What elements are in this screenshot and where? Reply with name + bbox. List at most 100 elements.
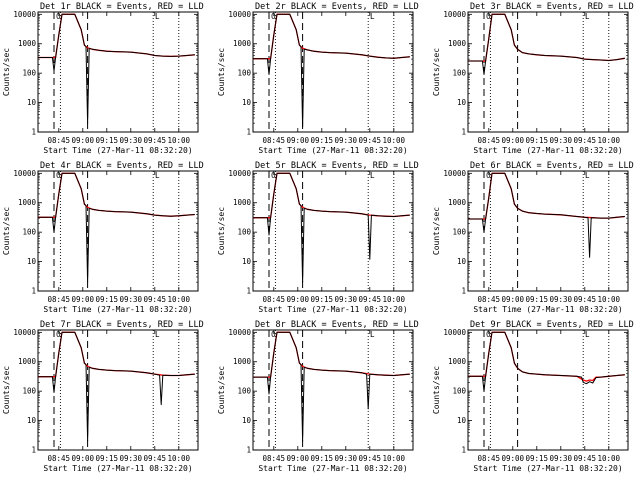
x-tick-label: 10:00 <box>598 136 621 145</box>
top-marker-o: O <box>486 12 491 21</box>
series-events-line <box>253 13 410 128</box>
plot-frame <box>252 11 414 133</box>
y-tick-label: 100 <box>22 228 36 237</box>
y-tick-label: 10 <box>242 416 252 425</box>
chart-panel: Det 5r BLACK = Events, RED = LLD10000100… <box>217 161 419 314</box>
x-axis-label: Start Time (27-Mar-11 08:32:20) <box>473 464 622 473</box>
y-axis-label: Counts/sec <box>217 207 226 255</box>
y-tick-label: 10 <box>457 257 467 266</box>
series-events-line <box>38 331 195 442</box>
x-tick-label: 09:30 <box>335 454 358 463</box>
x-tick-label: 09:00 <box>502 136 525 145</box>
series-events-line <box>468 13 625 75</box>
chart-title: Det 1r BLACK = Events, RED = LLD <box>40 2 204 12</box>
x-axis-label: Start Time (27-Mar-11 08:32:20) <box>258 464 407 473</box>
x-tick-label: 09:15 <box>311 295 334 304</box>
top-marker-l: L <box>155 330 160 339</box>
x-tick-label: 09:15 <box>311 454 334 463</box>
y-tick-label: 1 <box>246 446 251 455</box>
y-tick-label: 1 <box>31 446 36 455</box>
x-tick-label: 09:30 <box>335 136 358 145</box>
x-axis-label: Start Time (27-Mar-11 08:32:20) <box>43 305 192 314</box>
series-lld-line <box>253 172 410 219</box>
y-axis-label: Counts/sec <box>217 366 226 414</box>
x-tick-label: 09:45 <box>144 136 167 145</box>
chart-title: Det 2r BLACK = Events, RED = LLD <box>255 2 419 12</box>
y-tick-label: 10000 <box>228 169 251 178</box>
x-axis-label: Start Time (27-Mar-11 08:32:20) <box>473 146 622 155</box>
chart-panel: Det 2r BLACK = Events, RED = LLD10000100… <box>217 2 419 155</box>
x-tick-label: 10:00 <box>598 454 621 463</box>
series-events-line <box>38 13 195 124</box>
x-tick-label: 09:30 <box>550 136 573 145</box>
y-tick-label: 10000 <box>443 10 466 19</box>
y-axis-label: Counts/sec <box>432 366 441 414</box>
y-tick-label: 10000 <box>228 328 251 337</box>
top-marker-o: O <box>56 12 61 21</box>
y-tick-label: 1000 <box>448 357 467 366</box>
y-tick-label: 10000 <box>13 328 36 337</box>
y-tick-label: 100 <box>237 387 251 396</box>
x-tick-label: 08:45 <box>263 136 286 145</box>
y-tick-label: 100 <box>452 228 466 237</box>
x-axis-label: Start Time (27-Mar-11 08:32:20) <box>258 146 407 155</box>
x-tick-label: 10:00 <box>598 295 621 304</box>
x-tick-label: 08:45 <box>48 295 71 304</box>
y-tick-label: 10 <box>457 98 467 107</box>
series-events-line <box>253 172 410 283</box>
x-tick-label: 09:30 <box>335 295 358 304</box>
series-lld-line <box>38 13 195 59</box>
plot-frame <box>37 329 199 451</box>
x-tick-label: 09:00 <box>287 295 310 304</box>
top-marker-o: O <box>486 171 491 180</box>
x-tick-label: 08:45 <box>478 136 501 145</box>
y-tick-label: 10000 <box>443 328 466 337</box>
y-tick-label: 10 <box>27 416 37 425</box>
plot-frame <box>252 170 414 292</box>
y-tick-label: 1000 <box>18 39 37 48</box>
x-tick-label: 10:00 <box>383 454 406 463</box>
plot-frame <box>467 11 629 133</box>
x-tick-label: 09:30 <box>550 295 573 304</box>
x-tick-label: 08:45 <box>48 454 71 463</box>
x-tick-label: 09:45 <box>574 295 597 304</box>
y-tick-label: 1 <box>461 287 466 296</box>
x-tick-label: 09:45 <box>574 136 597 145</box>
y-axis-label: Counts/sec <box>432 48 441 96</box>
chart-panel: Det 8r BLACK = Events, RED = LLD10000100… <box>217 320 419 473</box>
x-tick-label: 09:00 <box>72 295 95 304</box>
series-events-line <box>468 331 625 392</box>
series-lld-line <box>38 331 195 378</box>
x-tick-label: 09:45 <box>359 136 382 145</box>
y-tick-label: 1 <box>461 446 466 455</box>
y-axis-label: Counts/sec <box>217 48 226 96</box>
x-tick-label: 09:00 <box>502 295 525 304</box>
x-tick-label: 08:45 <box>478 454 501 463</box>
top-marker-o: O <box>271 330 276 339</box>
x-tick-label: 08:45 <box>48 136 71 145</box>
y-tick-label: 1000 <box>448 198 467 207</box>
x-tick-label: 10:00 <box>168 295 191 304</box>
top-marker-l: L <box>370 12 375 21</box>
plot-frame <box>37 170 199 292</box>
x-tick-label: 10:00 <box>168 454 191 463</box>
x-tick-label: 09:15 <box>96 295 119 304</box>
x-tick-label: 09:45 <box>574 454 597 463</box>
x-tick-label: 09:15 <box>526 454 549 463</box>
x-tick-label: 09:15 <box>96 454 119 463</box>
x-tick-label: 09:15 <box>96 136 119 145</box>
x-tick-label: 09:30 <box>550 454 573 463</box>
series-events-line <box>468 172 625 258</box>
x-axis-label: Start Time (27-Mar-11 08:32:20) <box>258 305 407 314</box>
y-tick-label: 10 <box>242 98 252 107</box>
y-tick-label: 10000 <box>228 10 251 19</box>
y-tick-label: 100 <box>237 228 251 237</box>
x-tick-label: 09:00 <box>287 136 310 145</box>
x-tick-label: 10:00 <box>383 136 406 145</box>
top-marker-l: L <box>370 171 375 180</box>
x-tick-label: 08:45 <box>263 295 286 304</box>
y-tick-label: 1000 <box>233 39 252 48</box>
y-axis-label: Counts/sec <box>2 207 11 255</box>
top-marker-o: O <box>56 330 61 339</box>
x-tick-label: 09:00 <box>72 136 95 145</box>
